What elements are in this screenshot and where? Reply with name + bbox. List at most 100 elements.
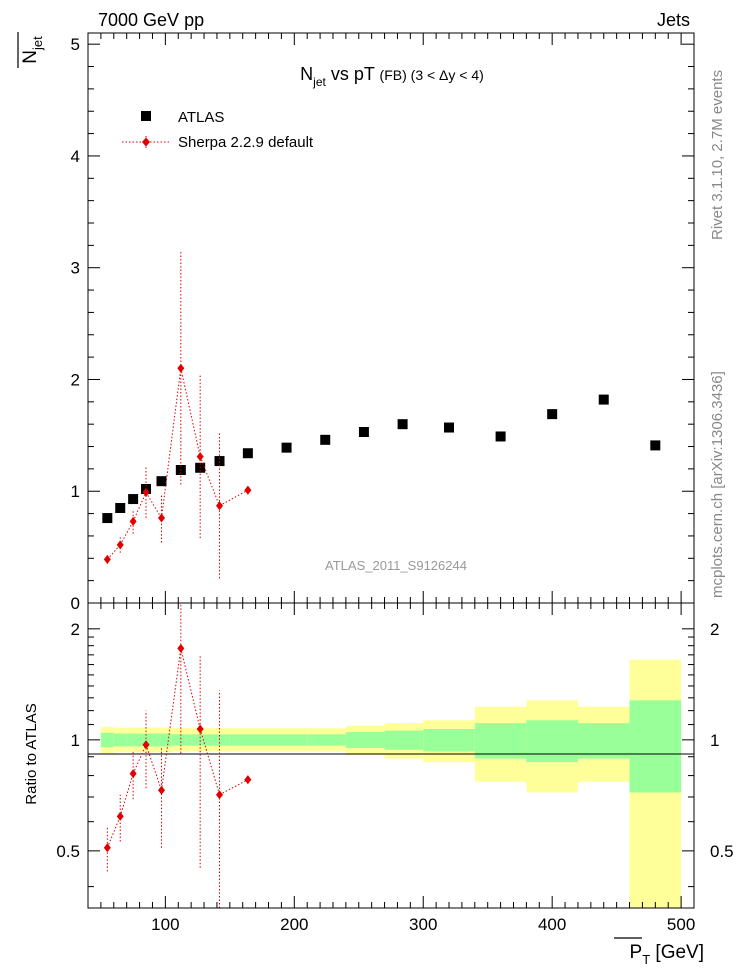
main-y-tick-label: 0 [71, 594, 80, 613]
band-inner [126, 733, 140, 747]
legend: ATLAS Sherpa 2.2.9 default [122, 109, 314, 151]
sherpa-point [196, 452, 204, 462]
main-y-tick-label: 3 [71, 259, 80, 278]
sherpa-line-segment [106, 544, 121, 560]
header-right: Jets [657, 10, 690, 30]
ratio-xlabel: PT [GeV] [614, 937, 704, 967]
ratio-line-segment [199, 728, 220, 795]
atlas-point [214, 456, 225, 467]
sherpa-point [103, 554, 111, 564]
ratio-point [116, 811, 124, 821]
ratio-point [216, 790, 224, 800]
x-tick-label: 400 [538, 915, 566, 934]
main-y-tick-label: 5 [71, 35, 80, 54]
ratio-y-tick-label-right: 1 [710, 731, 719, 750]
band-inner [139, 733, 153, 747]
legend-marker-atlas [141, 111, 151, 121]
band-inner [191, 734, 211, 746]
band-inner [100, 732, 114, 748]
main-data-points [102, 252, 661, 579]
band-inner [345, 732, 385, 749]
title-rest: vs pT [326, 64, 380, 84]
atlas-point [547, 409, 558, 420]
main-panel: 0 1 2 3 4 5 Njet vs pT (FB) (3 < Δy < 4) ATLA… [17, 32, 695, 613]
sherpa-line-segment [119, 521, 134, 546]
analysis-watermark: ATLAS_2011_S9126244 [325, 558, 467, 573]
atlas-point [397, 419, 408, 430]
band-inner [629, 700, 682, 793]
atlas-point [320, 434, 331, 445]
ratio-point [142, 740, 150, 750]
rivet-label: Rivet 3.1.10, 2.7M events [709, 70, 726, 240]
ratio-frame [87, 602, 695, 909]
main-y-tick-label: 1 [71, 482, 80, 501]
band-inner [384, 730, 424, 750]
ratio-line-segment [106, 816, 121, 848]
ratio-line-segment [160, 648, 182, 791]
x-tick-label: 300 [409, 915, 437, 934]
main-ylabel: Njet [17, 32, 45, 68]
atlas-point [242, 448, 253, 459]
title-base: N [300, 64, 313, 84]
band-inner [171, 734, 192, 746]
atlas-point [156, 476, 167, 487]
sherpa-point [116, 540, 124, 550]
header-left: 7000 GeV pp [98, 10, 204, 30]
band-inner [526, 720, 578, 763]
sherpa-point [129, 516, 137, 526]
ratio-line-segment [119, 773, 134, 817]
sherpa-point [216, 501, 224, 511]
atlas-point [115, 503, 126, 513]
ratio-y-tick-label: 2 [71, 620, 80, 639]
main-y-tick-label: 2 [71, 370, 80, 389]
x-tick-label: 500 [667, 915, 695, 934]
sherpa-point [244, 485, 252, 495]
atlas-point [281, 442, 292, 453]
ratio-panel: 100 200 300 400 500 0.5 0.5 1 1 2 2 Ratio to ATLAS… [23, 602, 734, 967]
ratio-point [157, 785, 165, 795]
atlas-point [358, 427, 369, 437]
ratio-y-tick-label: 1 [71, 731, 80, 750]
ratio-y-tick-label-right: 0.5 [710, 842, 734, 861]
ratio-point [103, 843, 111, 853]
sherpa-line-segment [145, 492, 162, 519]
band-inner [423, 729, 475, 752]
title-small: (FB) (3 < Δy < 4) [380, 67, 484, 83]
ratio-uncertainty-bands [100, 659, 682, 908]
sherpa-line-segment [180, 368, 201, 457]
ratio-line-segment [180, 648, 201, 730]
ratio-line-segment [145, 744, 162, 791]
atlas-point [650, 440, 661, 451]
main-title: Njet vs pT (FB) (3 < Δy < 4) [300, 64, 484, 89]
ylabel-text: Njet [20, 36, 45, 64]
legend-label-atlas: ATLAS [178, 109, 224, 126]
atlas-point [128, 494, 139, 505]
atlas-point [495, 431, 506, 442]
ratio-point [129, 769, 137, 779]
atlas-point [444, 422, 455, 433]
title-sub: jet [312, 75, 326, 89]
x-tick-label: 200 [280, 915, 308, 934]
ratio-y-tick-label: 0.5 [56, 842, 80, 861]
band-inner [229, 734, 269, 746]
band-inner [152, 733, 172, 747]
mcplots-label: mcplots.cern.ch [arXiv:1306.3436] [709, 371, 726, 598]
sherpa-line-segment [219, 489, 249, 507]
band-inner [268, 734, 308, 746]
ratio-ylabel: Ratio to ATLAS [23, 703, 40, 804]
band-inner [474, 723, 527, 759]
atlas-point [598, 394, 609, 405]
atlas-point [102, 513, 113, 524]
ratio-axis-ticks: 100 200 300 400 500 0.5 0.5 1 1 2 2 [56, 603, 734, 934]
ratio-point [196, 724, 204, 734]
sherpa-point [177, 363, 185, 373]
legend-label-sherpa: Sherpa 2.2.9 default [178, 134, 314, 151]
band-inner [577, 723, 630, 759]
ratio-point [177, 643, 185, 653]
sherpa-point [157, 513, 165, 523]
band-inner [307, 734, 346, 746]
x-tick-label: 100 [151, 915, 179, 934]
sherpa-line-segment [160, 368, 182, 519]
main-axis-ticks: 0 1 2 3 4 5 [71, 33, 694, 613]
